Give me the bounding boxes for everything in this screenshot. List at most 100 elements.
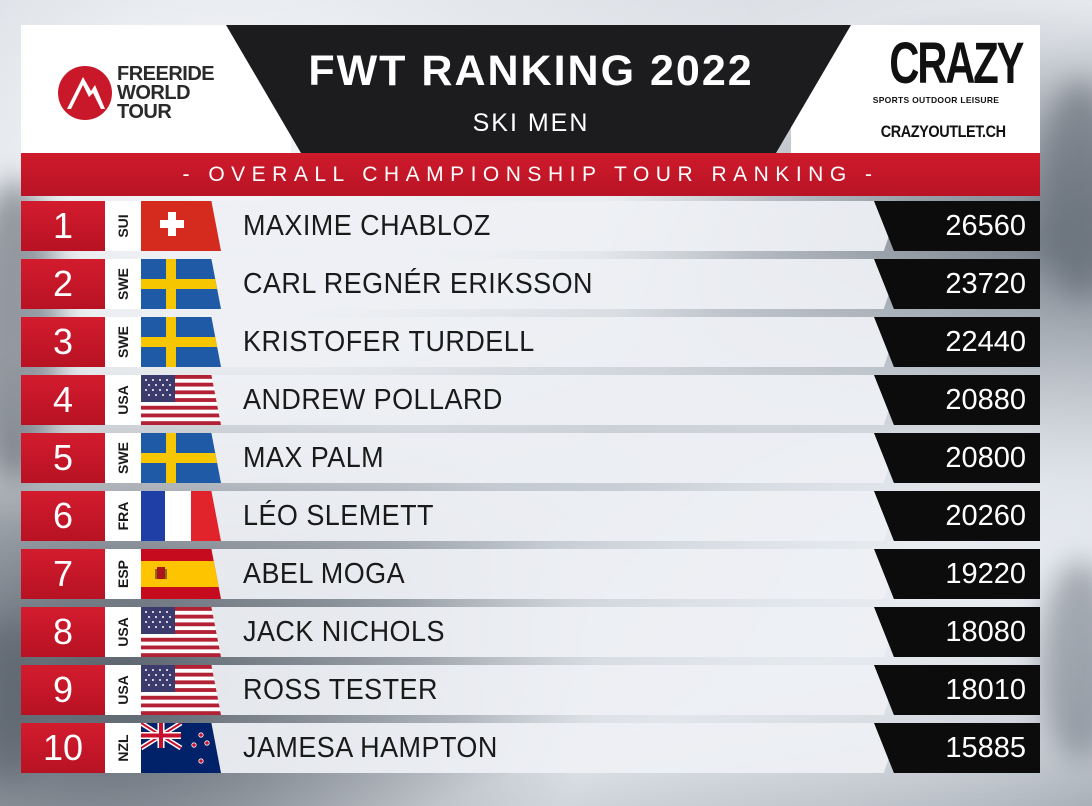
header: FREERIDE WORLD TOUR FWT RANKING 2022 SKI… xyxy=(21,25,1040,153)
name-bar xyxy=(211,491,901,541)
usa-flag-icon xyxy=(141,607,221,657)
country-code: NZL xyxy=(115,734,131,762)
background-rock xyxy=(1040,560,1092,760)
country-code: USA xyxy=(115,675,131,705)
rank-number: 7 xyxy=(21,549,105,599)
ranking-row: 5 SWE MAX PALM 20800 xyxy=(21,433,1040,483)
crazy-logo-url: CRAZYOUTLET.CH xyxy=(880,122,1006,141)
usa-flag-icon xyxy=(141,665,221,715)
swe-flag-icon xyxy=(141,317,221,367)
athlete-points: 22440 xyxy=(945,326,1026,358)
points-background xyxy=(874,549,1040,599)
fra-flag-icon xyxy=(141,491,221,541)
points-background xyxy=(874,317,1040,367)
logo-line: WORLD xyxy=(117,82,191,104)
background-rock xyxy=(1040,80,1092,300)
country-code: SWE xyxy=(115,442,131,474)
page-subtitle: SKI MEN xyxy=(472,109,590,137)
rank-number: 9 xyxy=(21,665,105,715)
name-bar xyxy=(211,665,901,715)
country-code-box: SUI xyxy=(105,201,141,251)
nzl-flag-icon xyxy=(141,723,221,773)
athlete-name: JACK NICHOLS xyxy=(243,616,445,648)
points-background xyxy=(874,375,1040,425)
country-code-box: USA xyxy=(105,375,141,425)
rank-number: 3 xyxy=(21,317,105,367)
name-bar xyxy=(211,259,901,309)
points-background xyxy=(874,665,1040,715)
athlete-name: ANDREW POLLARD xyxy=(243,384,503,416)
logo-line: FREERIDE xyxy=(117,63,215,85)
ranking-row: 8 USA JACK NICHOLS 18080 xyxy=(21,607,1040,657)
points-background xyxy=(874,259,1040,309)
points-background xyxy=(874,201,1040,251)
ranking-row: 7 ESP ABEL MOGA 19220 xyxy=(21,549,1040,599)
name-bar xyxy=(211,375,901,425)
name-bar xyxy=(211,607,901,657)
country-code-box: USA xyxy=(105,665,141,715)
rank-number: 6 xyxy=(21,491,105,541)
swe-flag-icon xyxy=(141,259,221,309)
country-code-box: SWE xyxy=(105,317,141,367)
rank-number: 10 xyxy=(21,723,105,773)
name-bar xyxy=(211,317,901,367)
swe-flag-icon xyxy=(141,433,221,483)
fwt-logo-text: FREERIDE WORLD TOUR xyxy=(117,63,215,123)
freeride-world-tour-logo: FREERIDE WORLD TOUR xyxy=(57,63,257,125)
ranking-row: 2 SWE CARL REGNÉR ERIKSSON 23720 xyxy=(21,259,1040,309)
athlete-name: LÉO SLEMETT xyxy=(243,500,434,532)
page-title: FWT RANKING 2022 xyxy=(308,47,754,95)
athlete-name: ROSS TESTER xyxy=(243,674,438,706)
ranking-row: 1 SUI MAXIME CHABLOZ 26560 xyxy=(21,201,1040,251)
athlete-points: 20260 xyxy=(945,500,1026,532)
ranking-row: 10 NZL JAMESA HAMPTON 15885 xyxy=(21,723,1040,773)
ranking-row: 6 FRA LÉO SLEMETT 20260 xyxy=(21,491,1040,541)
athlete-name: MAX PALM xyxy=(243,442,385,474)
ranking-row: 3 SWE KRISTOFER TURDELL 22440 xyxy=(21,317,1040,367)
sui-flag-icon xyxy=(141,201,221,251)
rank-number: 8 xyxy=(21,607,105,657)
athlete-points: 18080 xyxy=(945,616,1026,648)
points-background xyxy=(874,723,1040,773)
athlete-name: CARL REGNÉR ERIKSSON xyxy=(243,268,593,300)
country-code-box: SWE xyxy=(105,433,141,483)
points-background xyxy=(874,491,1040,541)
athlete-name: MAXIME CHABLOZ xyxy=(243,210,491,242)
esp-flag-icon xyxy=(141,549,221,599)
country-code-box: ESP xyxy=(105,549,141,599)
athlete-points: 18010 xyxy=(945,674,1026,706)
rank-number: 1 xyxy=(21,201,105,251)
ranking-panel: FREERIDE WORLD TOUR FWT RANKING 2022 SKI… xyxy=(21,25,1040,775)
country-code-box: USA xyxy=(105,607,141,657)
athlete-points: 23720 xyxy=(945,268,1026,300)
athlete-points: 19220 xyxy=(945,558,1026,590)
athlete-name: KRISTOFER TURDELL xyxy=(243,326,535,358)
athlete-points: 26560 xyxy=(945,210,1026,242)
athlete-points: 15885 xyxy=(945,732,1026,764)
crazy-logo-tagline: SPORTS OUTDOOR LEISURE xyxy=(872,95,1000,105)
country-code-box: FRA xyxy=(105,491,141,541)
country-code-box: SWE xyxy=(105,259,141,309)
country-code: SUI xyxy=(115,214,131,238)
country-code: SWE xyxy=(115,326,131,358)
ranking-row: 4 USA ANDREW POLLARD 20880 xyxy=(21,375,1040,425)
usa-flag-icon xyxy=(141,375,221,425)
country-code: USA xyxy=(115,617,131,647)
points-background xyxy=(874,607,1040,657)
name-bar xyxy=(211,549,901,599)
country-code: SWE xyxy=(115,268,131,300)
country-code: ESP xyxy=(115,560,131,589)
crazy-sponsor-logo: CRAZY SPORTS OUTDOOR LEISURE CRAZYOUTLET… xyxy=(871,35,1025,147)
athlete-name: JAMESA HAMPTON xyxy=(243,732,498,764)
athlete-points: 20880 xyxy=(945,384,1026,416)
rank-number: 4 xyxy=(21,375,105,425)
logo-line: TOUR xyxy=(117,101,172,123)
athlete-name: ABEL MOGA xyxy=(243,558,406,590)
rank-number: 5 xyxy=(21,433,105,483)
rank-number: 2 xyxy=(21,259,105,309)
name-bar xyxy=(211,433,901,483)
country-code: USA xyxy=(115,385,131,415)
country-code-box: NZL xyxy=(105,723,141,773)
ranking-category-band: - OVERALL CHAMPIONSHIP TOUR RANKING - xyxy=(21,153,1040,196)
name-bar xyxy=(211,723,901,773)
